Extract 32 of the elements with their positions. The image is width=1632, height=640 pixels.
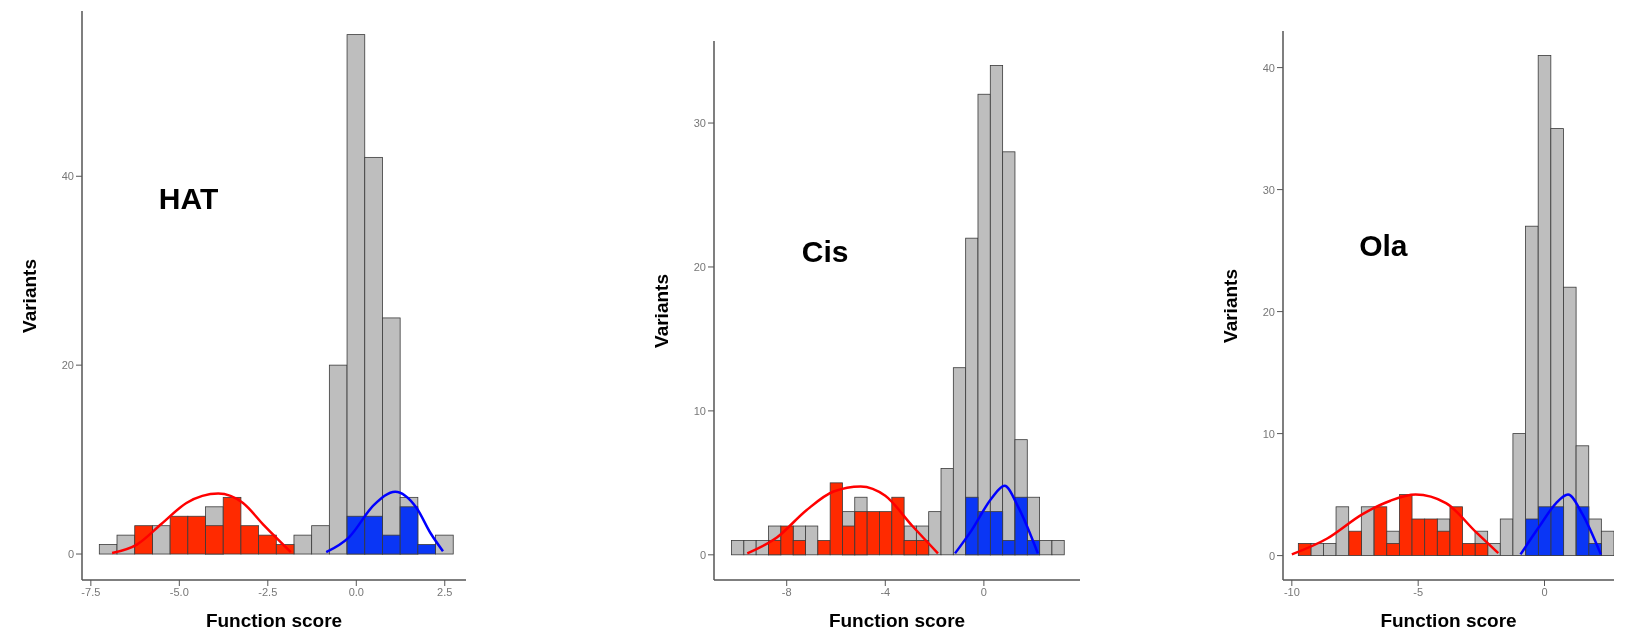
y-tick-label: 20 <box>61 359 74 372</box>
x-tick-label: -5 <box>1413 585 1424 598</box>
x-tick-label: 0 <box>1541 585 1548 598</box>
x-tick-label: -2.5 <box>258 585 278 598</box>
y-axis-title: Variants <box>651 273 673 348</box>
x-tick-label: 0.0 <box>348 585 364 598</box>
y-tick-label: 10 <box>1262 427 1275 440</box>
y-tick-label: 20 <box>1262 305 1275 318</box>
x-tick-label: 0 <box>980 585 987 598</box>
y-tick-label: 20 <box>693 260 706 273</box>
x-tick-label: -4 <box>880 585 891 598</box>
x-tick-label: -10 <box>1283 585 1300 598</box>
y-tick-label: 10 <box>693 404 706 417</box>
y-axis-title: Variants <box>19 258 41 333</box>
y-tick-label: 0 <box>1268 549 1275 562</box>
x-tick-label: -5.0 <box>169 585 189 598</box>
y-tick-label: 0 <box>67 547 74 560</box>
text: Ola <box>1359 228 1408 263</box>
x-axis-title: Function score <box>827 610 967 632</box>
y-tick-label: 30 <box>1262 183 1275 196</box>
x-tick-label: 2.5 <box>437 585 453 598</box>
x-axis-title: Function score <box>204 610 344 632</box>
text: HAT <box>158 181 219 216</box>
y-tick-label: 30 <box>693 116 706 129</box>
y-tick-label: 0 <box>699 548 706 561</box>
x-tick-label: -8 <box>781 585 792 598</box>
y-tick-label: 40 <box>61 170 74 183</box>
x-tick-label: -7.5 <box>81 585 101 598</box>
text: Cis <box>801 235 849 270</box>
x-axis-title: Function score <box>1379 610 1518 632</box>
y-tick-label: 40 <box>1262 61 1275 74</box>
y-axis-title: Variants <box>1220 268 1242 343</box>
